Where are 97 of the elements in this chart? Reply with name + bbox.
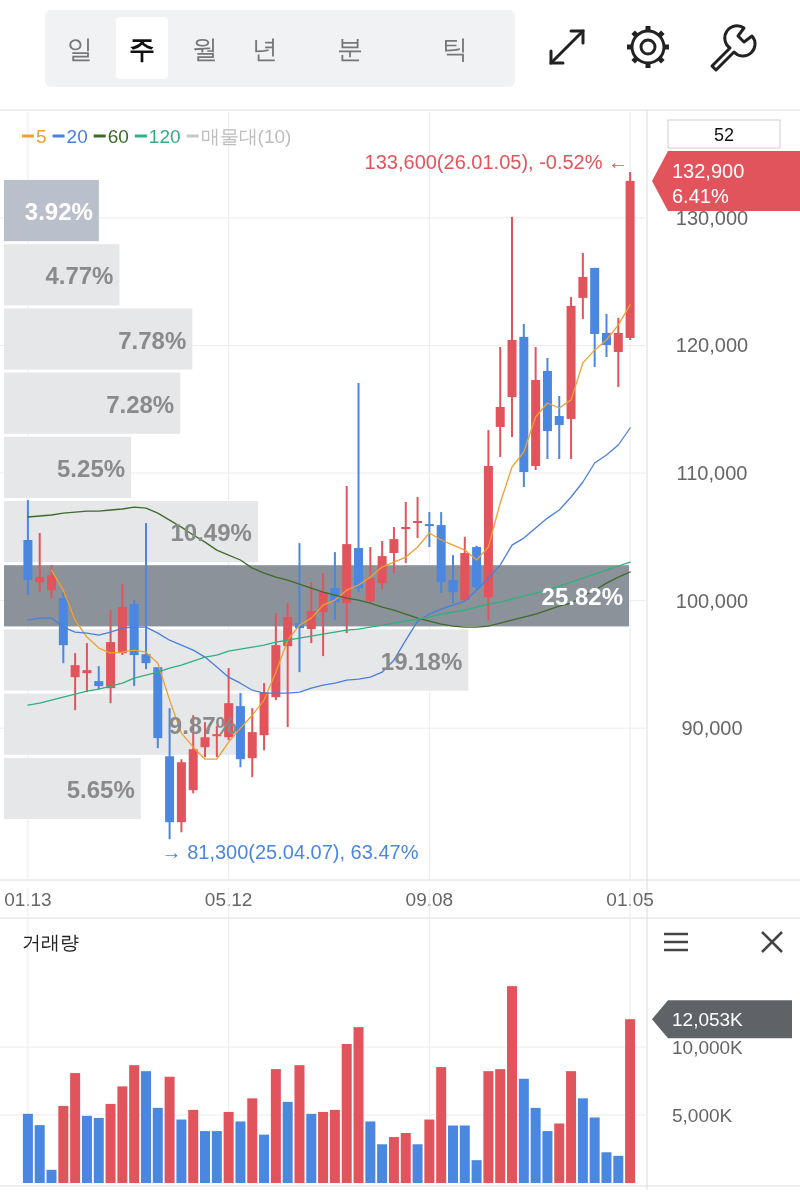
bar: [329, 1109, 340, 1183]
text: 12,053K: [672, 1009, 744, 1031]
bar: [129, 1065, 140, 1183]
candlestick: [70, 652, 80, 712]
bar: [341, 1043, 352, 1183]
bar: [613, 1155, 624, 1183]
line-series: [50, 304, 631, 760]
data-label: 4.77%: [45, 262, 114, 290]
bar: [294, 1065, 305, 1183]
x-tick-label: 01.13: [4, 889, 52, 910]
bar: [625, 1019, 636, 1183]
candlestick: [47, 564, 57, 600]
data-label: 5.25%: [57, 454, 126, 482]
line-series: [27, 561, 631, 706]
bar: [353, 1027, 364, 1183]
bar: [471, 1160, 482, 1183]
bar: [424, 1119, 435, 1183]
y-tick-label: 5,000K: [672, 1105, 733, 1127]
y-tick-label: 110,000: [676, 462, 748, 485]
candlestick: [82, 642, 92, 694]
text: 52: [713, 125, 735, 145]
candlestick: [448, 554, 458, 605]
data-label: 3.92%: [24, 198, 93, 226]
candlestick: [94, 665, 104, 691]
y-tick-label: 120,000: [675, 334, 749, 357]
candlestick: [141, 522, 151, 671]
bar: [164, 1076, 175, 1183]
bar: [483, 1071, 494, 1183]
bar: [152, 1107, 163, 1183]
bar: [235, 1121, 246, 1183]
text: 거래량: [22, 932, 79, 953]
annotation: → 81,300(25.04.07), 63.47%: [161, 841, 419, 864]
candlestick: [365, 546, 375, 605]
bar: [34, 1125, 45, 1183]
candlestick: [306, 581, 316, 645]
bar: [223, 1111, 234, 1183]
bar: [566, 1071, 577, 1183]
bar: [507, 986, 518, 1183]
bar: [270, 1069, 281, 1183]
candlestick: [401, 501, 411, 565]
y-tick-label: 10,000K: [672, 1037, 744, 1059]
bar: [400, 1132, 411, 1183]
y-tick-label: 100,000: [675, 589, 749, 612]
line-series: [27, 506, 631, 628]
bar: [554, 1123, 565, 1183]
bar: [365, 1121, 376, 1183]
bar: [81, 1115, 92, 1183]
y-tick-label: 90,000: [681, 717, 743, 740]
bar: [459, 1125, 470, 1183]
candlestick: [554, 394, 564, 460]
bar: [447, 1125, 458, 1183]
bar: [306, 1113, 317, 1183]
bar: [259, 1134, 270, 1183]
y-tick-label: 130,000: [675, 206, 749, 229]
bar: [188, 1109, 199, 1183]
data-label: 7.78%: [118, 326, 187, 354]
bar: [388, 1137, 399, 1183]
candlestick: [613, 316, 623, 388]
bar: [577, 1098, 588, 1183]
bar: [282, 1101, 293, 1183]
bar: [140, 1071, 151, 1183]
data-label: 7.28%: [106, 390, 175, 418]
legend-label: 5: [36, 126, 47, 147]
bar: [58, 1105, 69, 1183]
legend-label: 20: [66, 126, 88, 147]
bar: [518, 1078, 529, 1183]
legend-label: 매물대(10): [200, 126, 292, 147]
x-tick-label: 01.05: [606, 889, 654, 910]
bar: [211, 1131, 222, 1183]
tabs: 일 주 월 년 분 틱: [45, 10, 515, 87]
bar: [377, 1144, 388, 1183]
candlestick: [424, 511, 434, 549]
bar: [93, 1117, 104, 1183]
candlestick: [495, 345, 505, 459]
text: 132,900: [672, 159, 745, 182]
text: 6.41%: [672, 184, 729, 207]
annotation: 133,600(26.01.05), -0.52% ←: [364, 150, 629, 173]
line-series: [27, 427, 631, 694]
x-tick-label: 09.08: [405, 889, 454, 910]
x-tick-label: 05.12: [204, 889, 253, 910]
bar: [247, 1098, 258, 1183]
bar: [70, 1073, 81, 1183]
bar: [436, 1067, 447, 1183]
bar: [22, 1113, 33, 1183]
candlestick: [413, 496, 423, 540]
bar: [495, 1069, 506, 1183]
data-label: 5.65%: [66, 775, 135, 803]
bar: [318, 1111, 329, 1183]
bar: [176, 1119, 187, 1183]
legend-label: 120: [148, 126, 181, 147]
legend-label: 60: [107, 126, 129, 147]
candlestick: [389, 526, 399, 575]
bar: [200, 1131, 211, 1183]
bar: [412, 1144, 423, 1183]
candlestick: [578, 251, 588, 320]
candlestick: [35, 532, 45, 594]
bar: [46, 1169, 57, 1183]
